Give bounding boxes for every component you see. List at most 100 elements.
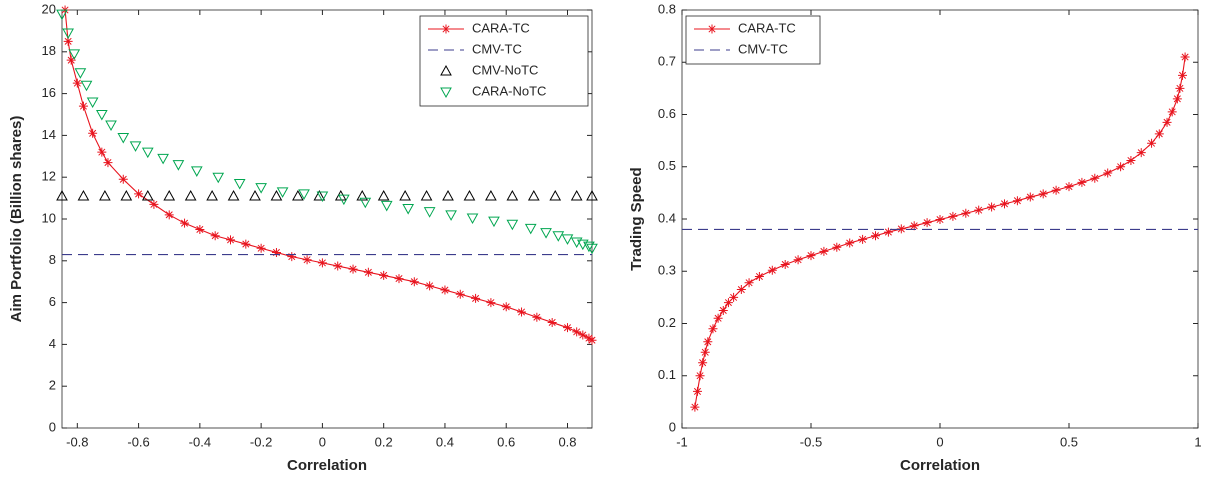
marker	[486, 298, 496, 308]
marker	[74, 68, 87, 79]
marker	[163, 189, 176, 201]
marker	[767, 265, 777, 275]
marker	[333, 261, 343, 271]
x-axis-label: Correlation	[900, 457, 980, 474]
x-tick-label: 0	[936, 434, 943, 449]
x-tick-label: 1	[1194, 434, 1201, 449]
y-tick-label: 8	[49, 252, 56, 267]
marker	[540, 228, 552, 239]
marker	[72, 78, 82, 88]
marker	[532, 312, 542, 322]
marker	[1180, 52, 1190, 62]
marker	[1172, 94, 1182, 104]
marker	[172, 160, 185, 171]
marker	[287, 252, 297, 262]
marker	[708, 324, 718, 334]
marker	[62, 28, 74, 40]
marker	[149, 199, 159, 209]
marker	[141, 189, 154, 201]
marker	[363, 267, 373, 277]
marker	[95, 110, 108, 121]
marker	[1147, 138, 1157, 148]
marker	[780, 259, 790, 269]
marker	[1000, 199, 1009, 209]
marker	[302, 255, 312, 265]
marker	[348, 264, 358, 274]
marker	[298, 189, 310, 200]
marker	[212, 172, 225, 184]
marker	[440, 285, 450, 295]
legend-box	[685, 15, 821, 65]
y-tick-label: 0.4	[658, 210, 676, 225]
marker	[255, 183, 267, 194]
marker	[586, 189, 598, 201]
legend-swatch	[440, 87, 452, 99]
marker	[718, 305, 728, 315]
legend-label: CMV-TC	[472, 41, 522, 56]
y-tick-label: 0.3	[658, 263, 676, 278]
y-tick-label: 16	[42, 85, 56, 100]
marker	[184, 189, 197, 201]
x-tick-label: -0.2	[250, 434, 272, 449]
x-tick-label: 0.5	[1060, 434, 1078, 449]
marker	[463, 189, 476, 201]
x-tick-label: -0.6	[127, 434, 149, 449]
marker	[276, 187, 289, 198]
x-axis-label: Correlation	[287, 457, 367, 474]
marker	[157, 153, 169, 165]
marker	[63, 36, 73, 46]
marker	[845, 238, 855, 248]
marker	[806, 251, 816, 261]
marker	[103, 158, 113, 168]
marker	[896, 224, 906, 234]
marker	[399, 189, 411, 201]
marker	[587, 335, 597, 345]
marker	[692, 386, 702, 396]
x-tick-label: 0	[319, 434, 326, 449]
marker	[987, 202, 997, 212]
y-tick-label: 14	[42, 127, 56, 142]
marker	[141, 147, 154, 159]
marker	[1167, 107, 1177, 117]
legend-swatch	[441, 24, 451, 34]
marker	[1025, 192, 1035, 202]
marker	[948, 211, 958, 221]
x-tick-label: 0.4	[436, 434, 454, 449]
marker	[105, 120, 117, 131]
y-tick-label: 0.7	[658, 54, 676, 69]
marker	[394, 274, 404, 284]
marker	[832, 242, 842, 252]
marker	[1090, 173, 1100, 183]
marker	[425, 281, 435, 291]
marker	[570, 189, 583, 201]
marker	[120, 189, 133, 201]
marker	[793, 255, 803, 265]
legend-label: CMV-NoTC	[472, 62, 538, 77]
x-tick-label: -0.5	[800, 434, 822, 449]
marker	[736, 285, 746, 295]
marker	[99, 189, 111, 201]
marker	[1038, 189, 1048, 199]
x-tick-label: 0.2	[375, 434, 393, 449]
marker	[445, 210, 457, 221]
marker	[190, 166, 203, 177]
marker	[909, 221, 919, 231]
marker	[506, 219, 519, 231]
marker	[488, 216, 500, 228]
marker	[117, 132, 130, 144]
marker	[1077, 177, 1087, 187]
series-line	[694, 56, 1186, 408]
marker	[871, 231, 880, 241]
marker	[118, 174, 128, 184]
legend-label: CARA-TC	[472, 20, 530, 35]
x-tick-label: 0.6	[497, 434, 515, 449]
y-axis-label: Aim Portfolio (Billion shares)	[8, 116, 25, 323]
x-tick-label: -0.8	[66, 434, 88, 449]
y-tick-label: 0.6	[658, 106, 676, 121]
marker	[466, 213, 479, 224]
marker	[729, 292, 739, 302]
marker	[1103, 168, 1113, 178]
marker	[380, 200, 393, 212]
